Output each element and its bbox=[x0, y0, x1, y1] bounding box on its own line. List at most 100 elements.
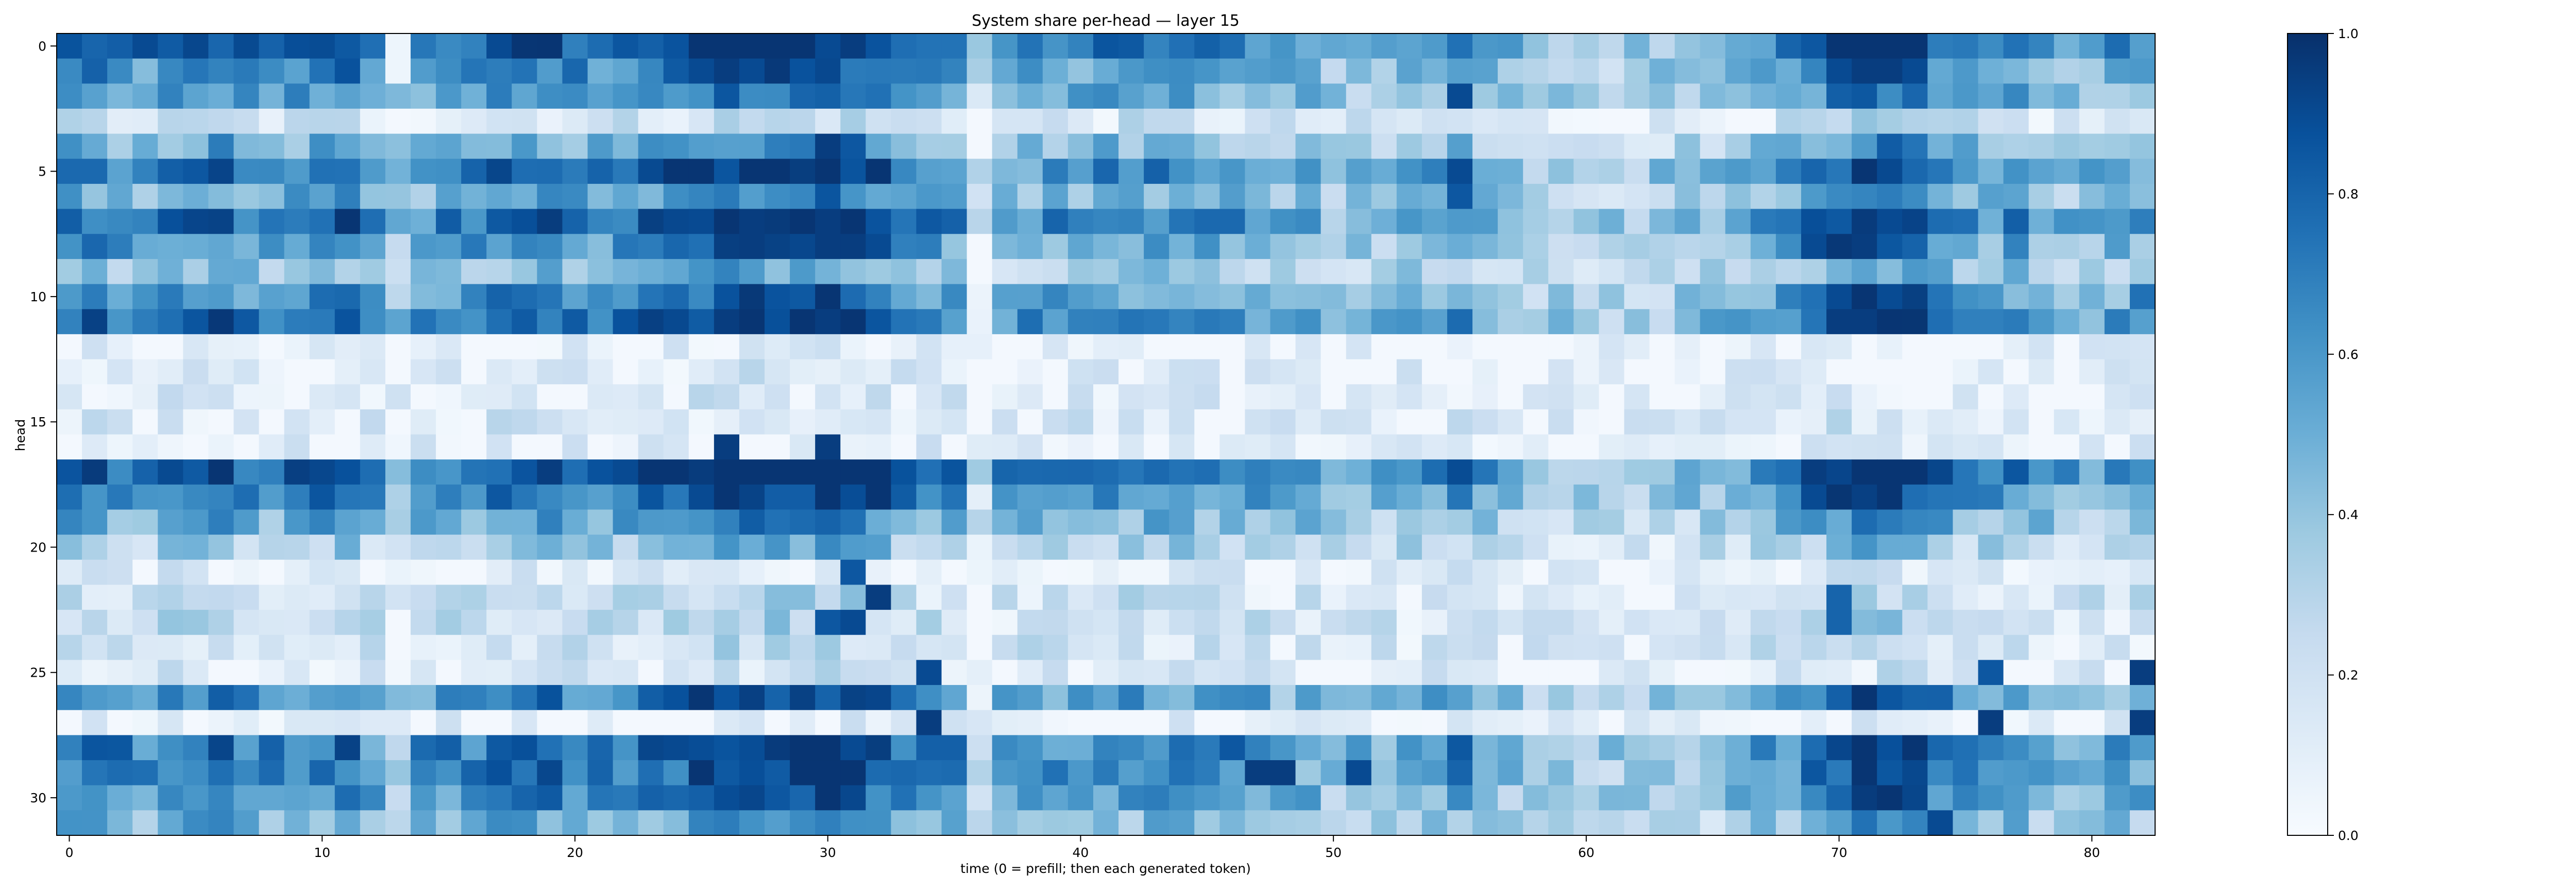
heatmap-cell bbox=[891, 83, 917, 109]
heatmap-cell bbox=[1346, 33, 1372, 59]
heatmap-cell bbox=[1548, 409, 1574, 435]
heatmap-cell bbox=[411, 685, 436, 711]
heatmap-cell bbox=[334, 785, 361, 811]
heatmap-cell bbox=[1245, 535, 1271, 560]
heatmap-cell bbox=[866, 209, 891, 234]
heatmap-cell bbox=[638, 610, 664, 636]
heatmap-cell bbox=[638, 434, 664, 460]
heatmap-cell bbox=[2003, 33, 2029, 59]
heatmap-cell bbox=[1295, 108, 1321, 134]
heatmap-cell bbox=[2054, 660, 2080, 685]
heatmap-cell bbox=[1927, 459, 1954, 485]
heatmap-cell bbox=[1927, 83, 1954, 109]
heatmap-cell bbox=[1775, 58, 1802, 84]
heatmap-cell bbox=[1826, 760, 1852, 786]
x-tick-label: 40 bbox=[1073, 845, 1089, 860]
heatmap-cell bbox=[537, 710, 563, 735]
heatmap-cell bbox=[1346, 58, 1372, 84]
heatmap-cell bbox=[1371, 334, 1397, 360]
heatmap-cell bbox=[2028, 785, 2055, 811]
heatmap-cell bbox=[1169, 409, 1195, 435]
heatmap-cell bbox=[436, 434, 462, 460]
heatmap-cell bbox=[1169, 559, 1195, 586]
heatmap-cell bbox=[107, 259, 133, 285]
heatmap-cell bbox=[1775, 660, 1802, 685]
heatmap-cell bbox=[2003, 810, 2029, 836]
heatmap-cell bbox=[233, 785, 260, 811]
heatmap-cell bbox=[891, 409, 917, 435]
heatmap-cell bbox=[992, 634, 1018, 661]
heatmap-cell bbox=[1649, 634, 1675, 661]
heatmap-cell bbox=[132, 284, 158, 310]
heatmap-cell bbox=[916, 133, 942, 159]
heatmap-cell bbox=[1750, 159, 1776, 184]
heatmap-cell bbox=[2104, 785, 2130, 811]
heatmap-cell bbox=[1270, 259, 1296, 285]
heatmap-cell bbox=[208, 359, 234, 385]
heatmap-cell bbox=[334, 610, 361, 636]
heatmap-cell bbox=[1371, 309, 1397, 335]
heatmap-cell bbox=[840, 259, 866, 285]
heatmap-cell bbox=[1219, 559, 1245, 586]
heatmap-cell bbox=[107, 409, 133, 435]
heatmap-cell bbox=[309, 585, 335, 610]
heatmap-cell bbox=[1245, 209, 1271, 234]
heatmap-cell bbox=[233, 735, 260, 761]
heatmap-cell bbox=[1346, 159, 1372, 184]
heatmap-cell bbox=[57, 58, 82, 84]
heatmap-cell bbox=[1346, 710, 1372, 735]
heatmap-cell bbox=[1775, 434, 1802, 460]
heatmap-cell bbox=[1548, 309, 1574, 335]
heatmap-cell bbox=[840, 183, 866, 210]
heatmap-cell bbox=[512, 359, 537, 385]
heatmap-cell bbox=[1245, 384, 1271, 410]
heatmap-cell bbox=[411, 284, 436, 310]
heatmap-cell bbox=[1118, 735, 1144, 761]
heatmap-cell bbox=[1953, 83, 1979, 109]
heatmap-cell bbox=[1396, 660, 1422, 685]
heatmap-cell bbox=[1852, 359, 1877, 385]
heatmap-cell bbox=[1801, 309, 1827, 335]
heatmap-cell bbox=[2079, 284, 2105, 310]
heatmap-cell bbox=[2079, 384, 2105, 410]
heatmap-cell bbox=[1245, 810, 1271, 836]
heatmap-cell bbox=[1548, 585, 1574, 610]
heatmap-cell bbox=[57, 459, 82, 485]
heatmap-cell bbox=[638, 634, 664, 661]
heatmap-cell bbox=[537, 610, 563, 636]
heatmap-cell bbox=[1700, 359, 1726, 385]
heatmap-cell bbox=[1624, 209, 1650, 234]
heatmap-cell bbox=[2079, 760, 2105, 786]
heatmap-cell bbox=[587, 585, 614, 610]
heatmap-cell bbox=[1194, 685, 1220, 711]
heatmap-cell bbox=[436, 83, 462, 109]
heatmap-cell bbox=[1725, 760, 1751, 786]
heatmap-cell bbox=[916, 585, 942, 610]
heatmap-cell bbox=[1775, 133, 1802, 159]
heatmap-cell bbox=[1346, 133, 1372, 159]
heatmap-cell bbox=[1573, 108, 1600, 134]
heatmap-cell bbox=[1194, 785, 1220, 811]
heatmap-cell bbox=[1093, 785, 1119, 811]
heatmap-cell bbox=[2054, 108, 2080, 134]
heatmap-cell bbox=[1472, 209, 1498, 234]
heatmap-cell bbox=[613, 685, 639, 711]
heatmap-cell bbox=[2028, 735, 2055, 761]
heatmap-cell bbox=[334, 108, 361, 134]
heatmap-cell bbox=[1548, 634, 1574, 661]
heatmap-cell bbox=[916, 760, 942, 786]
heatmap-cell bbox=[1978, 785, 2004, 811]
heatmap-cell bbox=[1346, 183, 1372, 210]
heatmap-cell bbox=[638, 58, 664, 84]
heatmap-cell bbox=[1649, 535, 1675, 560]
heatmap-cell bbox=[1548, 58, 1574, 84]
heatmap-cell bbox=[1371, 760, 1397, 786]
heatmap-cell bbox=[1396, 83, 1422, 109]
heatmap-cell bbox=[992, 685, 1018, 711]
heatmap-cell bbox=[537, 183, 563, 210]
heatmap-cell bbox=[107, 159, 133, 184]
heatmap-cell bbox=[638, 685, 664, 711]
heatmap-cell bbox=[1750, 108, 1776, 134]
heatmap-cell bbox=[1144, 159, 1170, 184]
heatmap-cell bbox=[1674, 585, 1701, 610]
